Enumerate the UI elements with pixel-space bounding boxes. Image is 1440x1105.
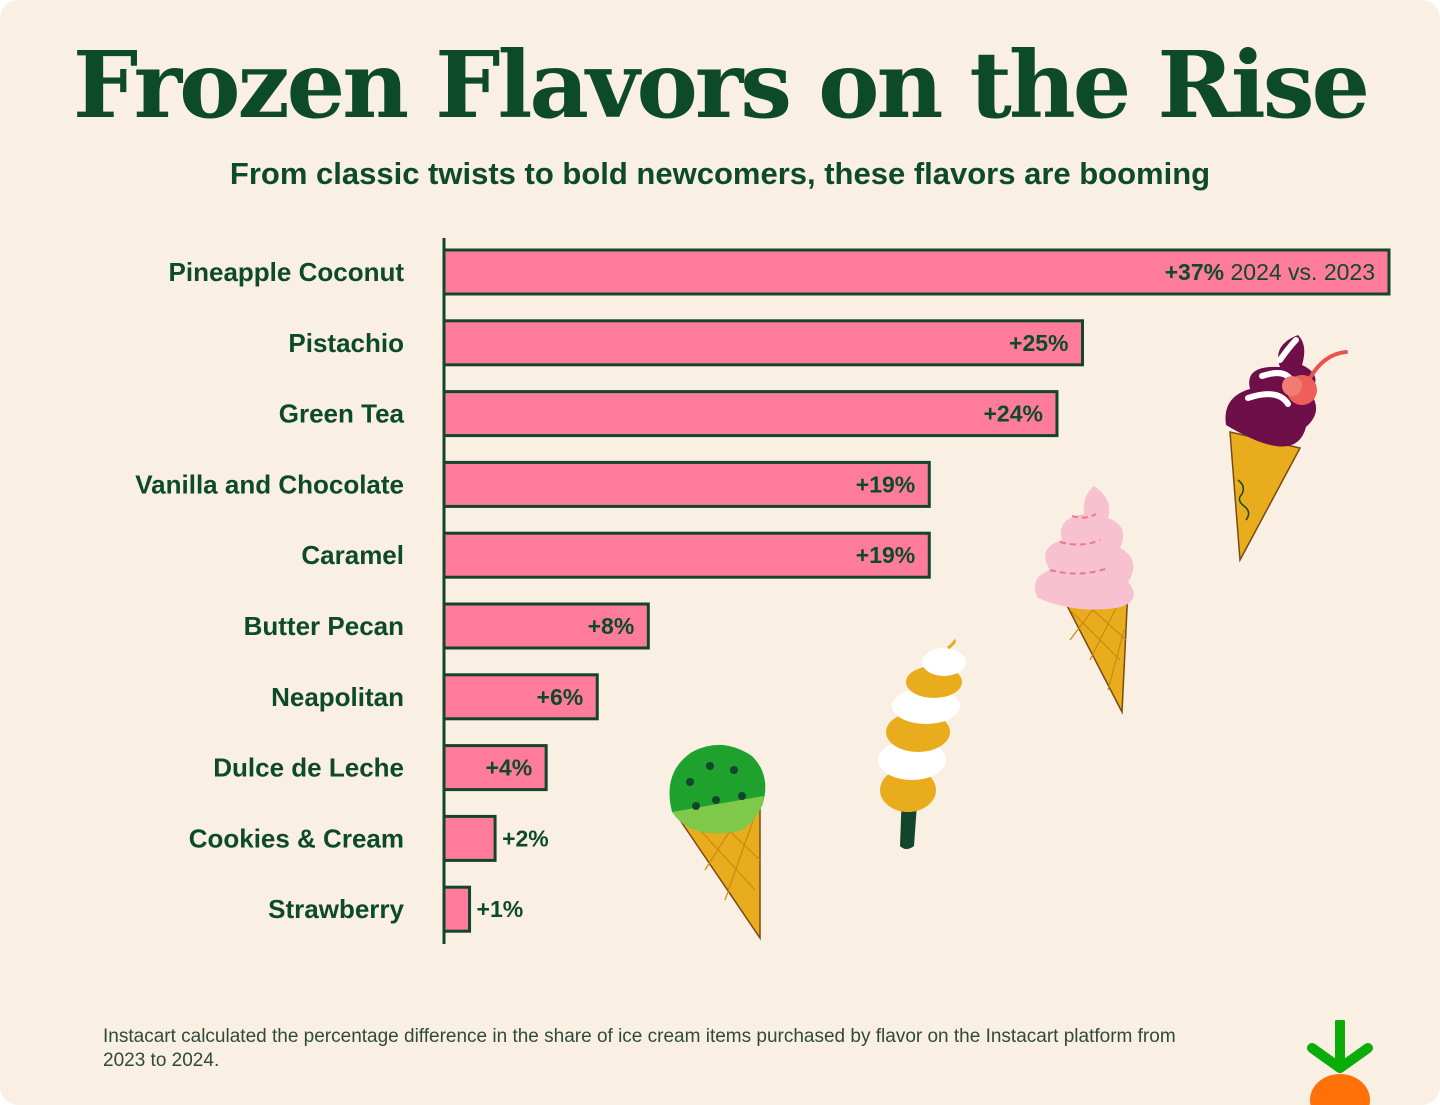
bar-group: Neapolitan +6% — [271, 673, 599, 721]
category-label: Neapolitan — [271, 682, 404, 712]
category-label: Butter Pecan — [244, 611, 404, 641]
category-label: Caramel — [301, 540, 404, 570]
bar-group: Vanilla and Chocolate +19% — [135, 460, 931, 508]
bar — [442, 319, 1085, 367]
data-label: +8% — [588, 613, 635, 639]
category-label: Dulce de Leche — [213, 753, 404, 783]
data-label: +19% — [856, 471, 915, 497]
bar — [442, 814, 497, 862]
data-label: +2% — [502, 825, 549, 851]
pink-soft-serve-cone-icon — [1034, 486, 1134, 715]
bar-group: Dulce de Leche +4% — [213, 744, 548, 792]
data-label: +4% — [485, 755, 532, 781]
swirl-cone-cherry-icon — [1225, 335, 1348, 563]
bar-group: Pineapple Coconut +37% 2024 vs. 2023 — [169, 248, 1391, 296]
data-label-value: +19% — [856, 471, 915, 497]
instacart-carrot-logo-icon — [1307, 1020, 1373, 1105]
data-label: +6% — [537, 684, 584, 710]
bar — [442, 390, 1059, 438]
spiral-popsicle-icon — [878, 638, 966, 849]
data-label: +37% 2024 vs. 2023 — [1165, 259, 1375, 285]
category-label: Strawberry — [268, 894, 404, 924]
bar-group: Pistachio +25% — [288, 319, 1085, 367]
bar — [442, 885, 472, 933]
bar-group: Green Tea +24% — [279, 390, 1059, 438]
data-label-suffix: 2024 vs. 2023 — [1224, 259, 1375, 285]
data-label: +24% — [984, 401, 1043, 427]
bar-group: Butter Pecan +8% — [244, 602, 650, 650]
data-label: +19% — [856, 542, 915, 568]
data-label-value: +19% — [856, 542, 915, 568]
data-label: +25% — [1009, 330, 1068, 356]
category-label: Pistachio — [288, 328, 404, 358]
page-subtitle: From classic twists to bold newcomers, t… — [229, 156, 1211, 191]
bar — [442, 602, 650, 650]
data-label-value: +6% — [537, 684, 584, 710]
page-title: Frozen Flavors on the Rise — [72, 31, 1370, 139]
data-label-value: +37% — [1165, 259, 1224, 285]
data-label-value: +4% — [485, 755, 532, 781]
bar — [442, 460, 931, 508]
bar — [442, 248, 1391, 296]
mint-chip-cone-icon — [669, 744, 766, 941]
bar-group: Cookies & Cream +2% — [189, 814, 549, 862]
bar-group: Strawberry +1% — [268, 885, 524, 933]
data-label: +1% — [477, 896, 524, 922]
bar-group: Caramel +19% — [301, 531, 931, 579]
category-label: Pineapple Coconut — [169, 257, 405, 287]
data-label-value: +24% — [984, 401, 1043, 427]
footnote: Instacart calculated the percentage diff… — [103, 1026, 1176, 1071]
category-label: Cookies & Cream — [189, 823, 404, 853]
category-label: Vanilla and Chocolate — [135, 469, 404, 499]
data-label-value: +2% — [502, 825, 549, 851]
data-label-value: +1% — [477, 896, 524, 922]
data-label-value: +8% — [588, 613, 635, 639]
category-label: Green Tea — [279, 399, 405, 429]
bar — [442, 531, 931, 579]
data-label-value: +25% — [1009, 330, 1068, 356]
